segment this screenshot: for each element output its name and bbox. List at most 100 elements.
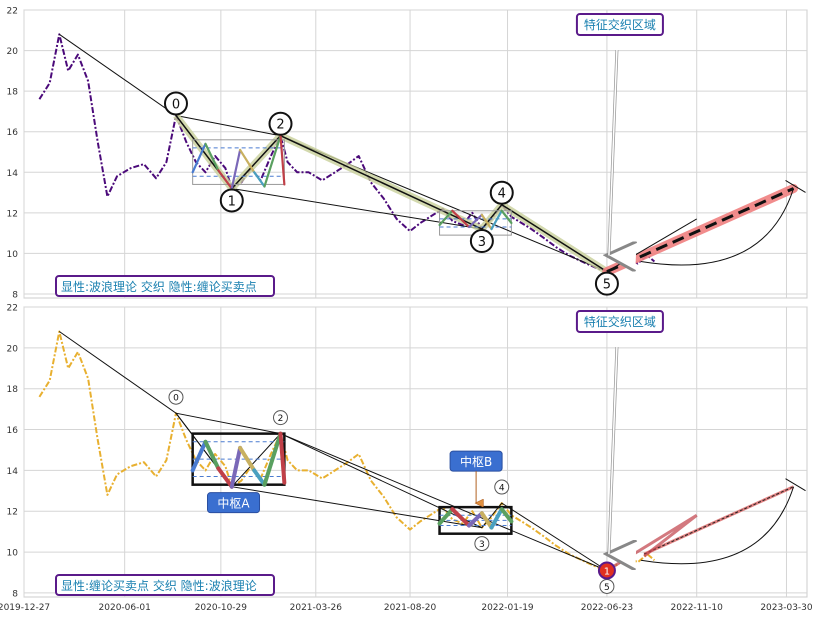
buy-point-marker: [597, 561, 616, 580]
x-tick-label: 2022-11-10: [671, 603, 724, 613]
wave-point-circle: [163, 91, 188, 116]
wave-point-circle: [474, 536, 490, 552]
sub-wave-segment: [480, 213, 493, 231]
wave-point-label: 3: [479, 540, 485, 550]
x-tick-label: 2020-06-01: [99, 603, 151, 613]
sub-wave-segment: [238, 445, 257, 473]
sub-wave-segment: [279, 134, 286, 186]
plot-frame: [23, 9, 808, 299]
sub-wave-segment: [204, 142, 220, 172]
wave-point-circle: [268, 111, 293, 136]
y-tick-label: 10: [7, 250, 19, 260]
feature-region-box: [575, 13, 664, 36]
feature-region-text: 特征交织区域: [584, 17, 656, 32]
x-tick-label: 2022-06-23: [581, 603, 633, 613]
sub-wave-segment: [253, 171, 266, 188]
y-tick-label: 20: [7, 47, 19, 57]
sub-wave-segment: [438, 209, 454, 227]
legend: 显性:波浪理论 交织 隐性:缠论买卖点: [55, 275, 275, 297]
legend-text: 显性:波浪理论 交织 隐性:缠论买卖点: [61, 279, 257, 294]
y-tick-label: 18: [7, 385, 19, 395]
y-tick-label: 18: [7, 88, 19, 98]
sub-wave-segment: [500, 209, 513, 225]
wave-point-circle: [489, 180, 514, 205]
price-line: [38, 33, 656, 273]
y-tick-label: 14: [7, 467, 19, 477]
wave-point-label: 2: [276, 118, 284, 133]
zhongshu-box: [192, 139, 285, 185]
x-tick-label: 2021-03-26: [290, 603, 343, 613]
wave-point-1: 1: [219, 188, 244, 213]
legend-text: 显性:缠论买卖点 交织 隐性:波浪理论: [61, 578, 257, 593]
trend-line-upper: [59, 331, 608, 571]
sub-wave-segment: [191, 142, 207, 174]
sub-wave-segment: [451, 209, 471, 229]
y-tick-label: 20: [7, 344, 19, 354]
sub-wave-segment: [479, 511, 494, 530]
y-tick-label: 14: [7, 169, 19, 179]
feature-region-text: 特征交织区域: [584, 314, 656, 329]
y-tick-label: 8: [12, 290, 18, 300]
sub-wave-segment: [216, 466, 234, 489]
wave-point-label: 5: [604, 583, 610, 593]
y-tick-label: 22: [7, 304, 18, 314]
wave-point-4: 4: [489, 180, 514, 205]
sub-wave-segment: [278, 431, 287, 485]
sub-wave-segment: [217, 169, 233, 190]
wave-point-label: 4: [499, 484, 505, 494]
y-tick-label: 22: [7, 7, 18, 17]
wave-point-circle: [469, 229, 494, 254]
wave-point-0: 0: [168, 389, 184, 405]
wave-point-circle: [273, 410, 289, 426]
wave-point-label: 4: [498, 187, 506, 202]
wave-point-3: 3: [474, 536, 490, 552]
sub-wave-segment: [229, 445, 243, 489]
y-tick-label: 12: [7, 508, 18, 518]
legend-box: [55, 574, 275, 596]
sub-wave-segment: [467, 213, 483, 229]
wave-point-label: 3: [478, 235, 486, 250]
wave-point-2: 2: [273, 410, 289, 426]
sub-wave-segment: [499, 507, 514, 524]
feature-region-label: 特征交织区域: [575, 13, 664, 36]
legend: 显性:缠论买卖点 交织 隐性:波浪理论: [55, 574, 275, 596]
sub-wave-segment: [489, 507, 504, 530]
wave-point-circle: [594, 271, 619, 296]
wave-point-label: 1: [228, 194, 236, 209]
x-tick-label: 2021-08-20: [384, 603, 437, 613]
wave-point-circle: [219, 188, 244, 213]
projection-line: [606, 187, 795, 274]
wave-point-label: 5: [603, 278, 611, 293]
wave-point-circle: [168, 389, 184, 405]
zhongshu-b-text: 中枢B: [460, 454, 492, 469]
wave-point-label: 0: [172, 97, 180, 112]
sub-wave-segment: [467, 511, 484, 528]
sub-wave-segment: [490, 209, 503, 231]
projection-arc: [640, 188, 795, 266]
y-tick-label: 10: [7, 549, 19, 559]
zhongshu-a-tag: [207, 492, 261, 514]
projection-tick: [785, 478, 806, 492]
y-tick-label: 12: [7, 209, 18, 219]
wave-point-4: 4: [494, 479, 510, 495]
y-tick-label: 8: [12, 589, 18, 599]
sub-wave-segment: [263, 134, 282, 188]
projection-tick: [785, 180, 806, 193]
sub-wave-segment: [252, 468, 267, 487]
sub-wave-segment: [190, 439, 208, 473]
sub-wave-segment: [203, 439, 221, 471]
feature-region-label: 特征交织区域: [575, 310, 664, 333]
trend-line-upper: [59, 33, 608, 273]
wave-point-5: 5: [594, 271, 619, 296]
wave-point-5: 5: [599, 578, 615, 594]
x-tick-label: 2019-12-27: [0, 603, 50, 613]
feature-region-box: [575, 310, 664, 333]
wave-point-label: 0: [173, 394, 179, 404]
projection-line: [643, 486, 794, 555]
buy-point-label: 1: [604, 566, 610, 577]
zhongshu-a-text: 中枢A: [217, 496, 250, 511]
y-tick-label: 16: [7, 426, 19, 436]
